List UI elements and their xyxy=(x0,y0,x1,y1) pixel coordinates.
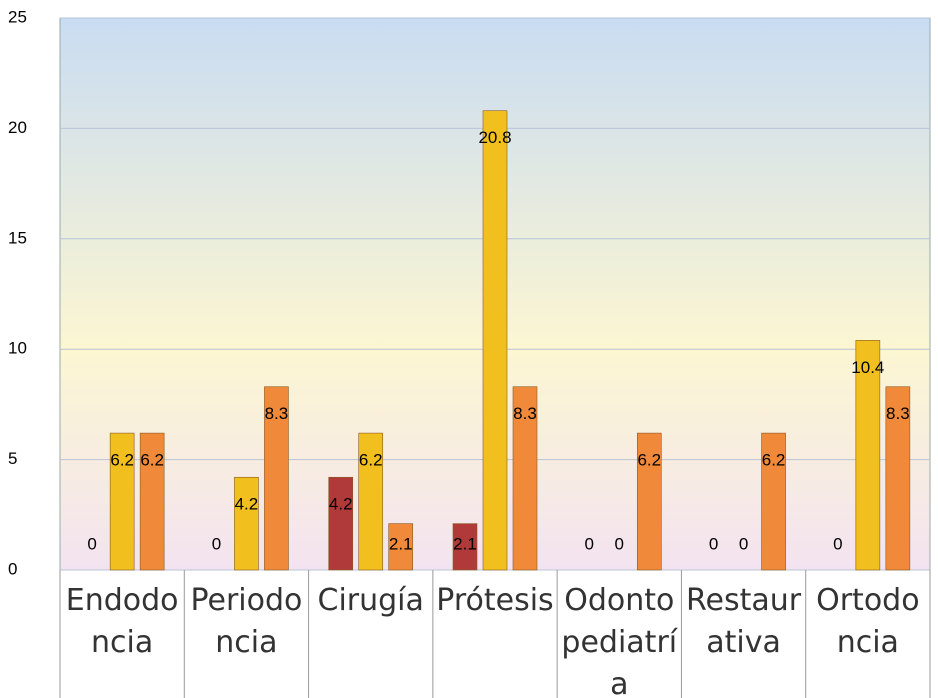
data-label: 6.2 xyxy=(110,451,134,470)
data-label: 8.3 xyxy=(513,404,537,423)
data-label: 0 xyxy=(585,534,594,553)
data-label: 0 xyxy=(212,534,221,553)
data-label: 2.1 xyxy=(453,534,477,553)
y-tick-label: 25 xyxy=(8,7,27,26)
data-label: 0 xyxy=(615,534,624,553)
data-label: 8.3 xyxy=(886,404,910,423)
bar xyxy=(109,432,135,571)
bar xyxy=(761,432,786,571)
data-label: 0 xyxy=(87,534,96,553)
y-tick-label: 15 xyxy=(8,228,27,247)
x-tick-label: Endodoncia xyxy=(65,583,179,660)
y-tick-label: 5 xyxy=(8,449,17,468)
bar xyxy=(482,110,508,571)
data-label: 2.1 xyxy=(389,534,413,553)
y-tick-label: 0 xyxy=(8,559,17,578)
x-tick-label: Prótesis xyxy=(436,583,554,618)
bar xyxy=(885,386,911,571)
x-tick-label: Restaurativa xyxy=(686,583,802,660)
y-tick-label: 20 xyxy=(8,118,27,137)
data-label: 0 xyxy=(833,534,842,553)
bar xyxy=(264,386,289,571)
data-label: 0 xyxy=(709,534,718,553)
bar xyxy=(388,523,414,571)
x-tick-label: Odontopediatría xyxy=(561,583,678,698)
x-tick-label: Ortodoncia xyxy=(816,583,920,660)
data-label: 0 xyxy=(739,534,748,553)
data-label: 4.2 xyxy=(329,495,353,514)
data-label: 10.4 xyxy=(851,358,884,377)
data-label: 6.2 xyxy=(762,451,786,470)
y-tick-label: 10 xyxy=(8,339,27,358)
data-label: 8.3 xyxy=(265,404,289,423)
x-tick-label: Periodoncia xyxy=(190,583,303,660)
data-label: 4.2 xyxy=(235,495,259,514)
data-label: 20.8 xyxy=(478,128,511,147)
bar xyxy=(636,432,662,571)
data-label: 6.2 xyxy=(637,451,661,470)
bar xyxy=(452,523,478,571)
x-tick-label: Cirugía xyxy=(317,583,424,618)
data-label: 6.2 xyxy=(140,451,164,470)
bar xyxy=(139,432,165,571)
bar xyxy=(512,386,538,571)
data-label: 6.2 xyxy=(359,451,383,470)
bar xyxy=(234,476,259,571)
bar xyxy=(855,340,881,571)
bar xyxy=(358,432,384,571)
bar xyxy=(328,476,354,571)
